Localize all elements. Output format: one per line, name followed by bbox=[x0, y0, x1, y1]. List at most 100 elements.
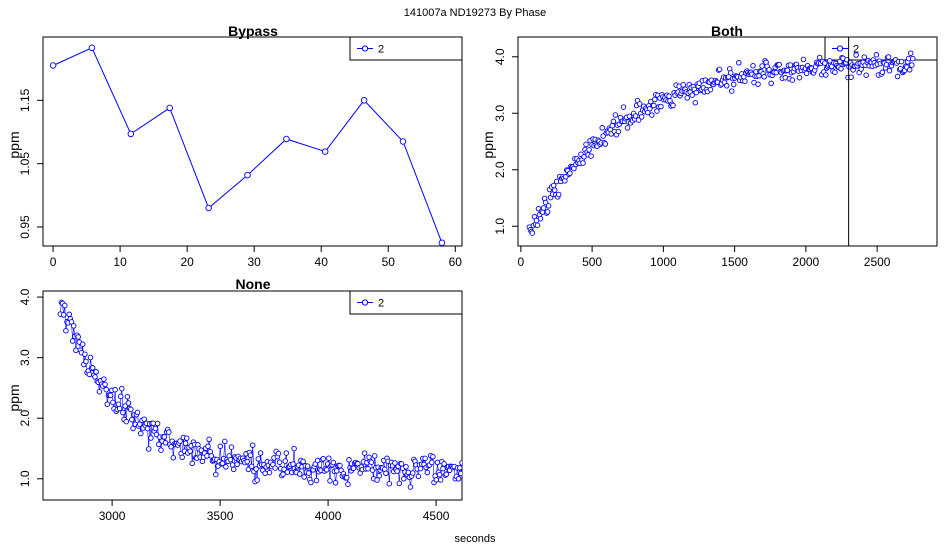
none-data-point bbox=[262, 470, 268, 477]
none-data-point bbox=[227, 456, 234, 463]
none-data-point bbox=[403, 463, 409, 470]
none-data-point bbox=[361, 450, 368, 456]
bypass-x-tick-label: 30 bbox=[247, 255, 261, 269]
both-y-tick-label: 3.0 bbox=[493, 105, 507, 122]
both-data-point bbox=[620, 104, 627, 110]
both-data-point bbox=[800, 56, 807, 63]
both-data-point bbox=[586, 147, 592, 153]
both-data-point bbox=[707, 86, 714, 93]
bypass-y-tick-label: 0.95 bbox=[18, 215, 32, 239]
both-data-point bbox=[654, 108, 660, 114]
none-data-point bbox=[103, 386, 109, 393]
both-data-point bbox=[728, 88, 735, 94]
both-data-point bbox=[555, 191, 562, 198]
both-data-point bbox=[761, 74, 767, 80]
none-data-point bbox=[154, 420, 161, 427]
none-data-point bbox=[222, 438, 228, 445]
none-data-point bbox=[68, 319, 75, 325]
none-data-point bbox=[304, 463, 311, 469]
none-data-point bbox=[437, 477, 444, 483]
none-data-point bbox=[63, 327, 69, 334]
none-data-point bbox=[441, 461, 447, 467]
none-data-point bbox=[75, 334, 81, 340]
none-data-point bbox=[396, 480, 403, 487]
bypass-data-point bbox=[321, 148, 329, 155]
none-data-point bbox=[296, 471, 303, 477]
bypass-plot-area bbox=[49, 44, 446, 246]
both-data-point bbox=[898, 58, 905, 65]
none-data-point bbox=[323, 467, 330, 473]
both-data-point bbox=[550, 182, 557, 189]
none-data-point bbox=[129, 416, 135, 423]
none-data-point bbox=[376, 472, 382, 479]
none-data-point bbox=[182, 440, 189, 446]
none-data-point bbox=[198, 447, 205, 453]
none-data-point bbox=[213, 471, 219, 478]
none-data-point bbox=[434, 459, 441, 466]
none-data-point bbox=[128, 406, 134, 413]
bypass-data-point bbox=[244, 171, 251, 179]
none-data-point bbox=[230, 466, 237, 473]
both-y-tick-label: 4.0 bbox=[493, 48, 507, 65]
none-data-point bbox=[458, 470, 462, 477]
both-data-point bbox=[838, 66, 844, 72]
none-data-point bbox=[429, 459, 435, 466]
none-data-point bbox=[280, 471, 286, 477]
bypass-x-tick-label: 40 bbox=[315, 255, 329, 269]
none-data-point bbox=[124, 393, 131, 400]
both-data-point bbox=[658, 103, 664, 110]
bypass-legend-marker bbox=[361, 45, 369, 52]
page-title: 141007a ND19273 By Phase bbox=[404, 7, 547, 19]
none-data-point bbox=[401, 476, 407, 482]
bypass-data-point bbox=[49, 62, 57, 69]
both-data-point bbox=[787, 62, 794, 68]
both-data-point bbox=[588, 153, 594, 159]
both-data-point bbox=[544, 209, 551, 215]
none-data-point bbox=[122, 403, 128, 409]
none-data-point bbox=[345, 481, 351, 487]
none-data-point bbox=[457, 465, 462, 471]
both-data-point bbox=[727, 70, 734, 76]
none-data-point bbox=[313, 477, 320, 484]
none-x-tick-label: 3500 bbox=[207, 509, 234, 523]
none-data-point bbox=[276, 459, 283, 465]
both-data-point bbox=[624, 125, 631, 131]
none-data-point bbox=[217, 443, 224, 450]
both-data-point bbox=[680, 82, 686, 88]
none-data-point bbox=[430, 453, 436, 460]
both-plot-area bbox=[526, 50, 916, 236]
none-data-point bbox=[96, 388, 103, 395]
bypass-legend-label: 2 bbox=[378, 44, 384, 56]
both-data-point bbox=[670, 102, 676, 109]
both-data-point bbox=[537, 215, 544, 222]
none-data-point bbox=[255, 456, 262, 462]
none-data-point bbox=[183, 435, 190, 441]
none-data-point bbox=[371, 453, 378, 459]
both-data-point bbox=[716, 66, 723, 73]
bypass-x-tick-label: 10 bbox=[113, 255, 127, 269]
none-data-point bbox=[102, 381, 108, 388]
bypass-y-tick-label: 1.15 bbox=[18, 88, 32, 112]
both-data-point bbox=[583, 141, 589, 148]
both-y-tick-label: 1.0 bbox=[493, 218, 507, 235]
both-x-tick-label: 2000 bbox=[793, 255, 820, 269]
none-data-point bbox=[120, 409, 126, 416]
bypass-y-axis-label: ppm bbox=[6, 131, 22, 158]
both-y-tick-label: 2.0 bbox=[493, 161, 507, 178]
none-data-point bbox=[365, 465, 371, 472]
none-data-point bbox=[83, 358, 89, 365]
none-data-point bbox=[148, 435, 154, 441]
none-data-point bbox=[145, 446, 152, 452]
both-data-point bbox=[906, 67, 913, 73]
none-data-point bbox=[177, 438, 183, 444]
none-data-point bbox=[254, 477, 260, 483]
both-x-tick-label: 2500 bbox=[864, 255, 891, 269]
both-data-point bbox=[873, 52, 880, 58]
none-data-point bbox=[110, 399, 116, 406]
both-data-point bbox=[863, 72, 869, 78]
both-data-point bbox=[742, 78, 748, 84]
both-data-point bbox=[580, 160, 586, 166]
none-data-point bbox=[386, 480, 393, 487]
none-data-point bbox=[204, 453, 210, 459]
